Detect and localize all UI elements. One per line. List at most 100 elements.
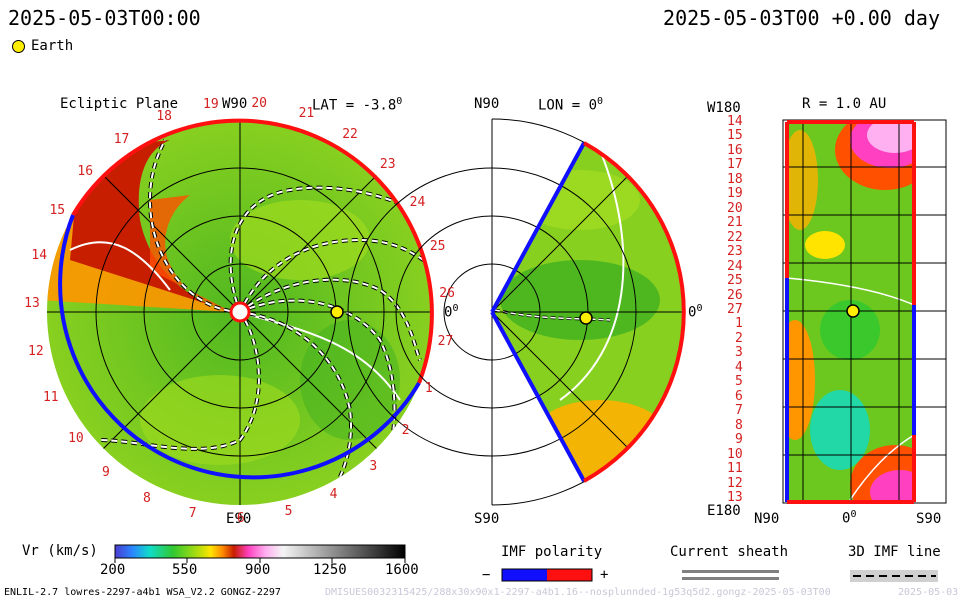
carrington-label: 27 (437, 334, 454, 350)
map-bottom-n90: N90 (754, 511, 780, 527)
velocity-colorbar (114, 544, 406, 559)
earth-label: Earth (31, 38, 74, 54)
carrington-label: 17 (113, 131, 130, 147)
carrington-label: 9 (102, 465, 110, 481)
map-bottom-left-label: E180 (707, 503, 741, 519)
carrington-label: 3 (369, 459, 378, 475)
map-row-label: 11 (727, 461, 743, 477)
map-row-label: 14 (727, 114, 743, 129)
model-info: ENLIL-2.7 lowres-2297-a4b1 WSA_V2.2 GONG… (4, 587, 281, 598)
carrington-label: 4 (329, 486, 338, 502)
map-row-label: 13 (727, 490, 743, 505)
colorbar-tick-1250: 1250 (313, 562, 347, 578)
carrington-label: 11 (42, 389, 59, 405)
ecliptic-right-label: 0 (444, 304, 453, 321)
map-title: R = 1.0 AU (802, 96, 887, 112)
map-row-label: 2 (735, 330, 743, 346)
map-row-label: 9 (735, 432, 743, 448)
carrington-label: 25 (429, 238, 446, 254)
ecliptic-plane-plot (47, 118, 434, 505)
imf-polarity-title: IMF polarity (501, 544, 603, 560)
map-bottom-zero: 0 (842, 510, 851, 527)
colorbar-tick-550: 550 (172, 562, 198, 578)
current-sheath-line-1 (682, 570, 779, 573)
colorbar-tick-200: 200 (100, 562, 126, 578)
carrington-label: 6 (236, 510, 245, 526)
carrington-label: 12 (28, 343, 44, 359)
map-bottom-s90: S90 (916, 511, 942, 527)
map-bottom-zero-unit: 0 (850, 509, 857, 520)
carrington-label: 2 (401, 423, 410, 439)
map-row-label: 3 (735, 345, 743, 361)
ecliptic-right-unit: 0 (452, 303, 459, 314)
map-row-label: 23 (727, 244, 743, 260)
imf-line-title: 3D IMF line (848, 544, 941, 560)
map-row-label: 4 (735, 359, 743, 375)
map-row-label: 17 (727, 157, 743, 173)
map-row-label: 24 (727, 258, 743, 274)
carrington-label: 26 (439, 286, 455, 302)
earth-position-meridional (579, 311, 593, 325)
map-row-label: 1 (735, 316, 743, 332)
carrington-label: 7 (188, 506, 197, 522)
map-row-label: 10 (727, 446, 743, 462)
earth-position-ecliptic (330, 305, 344, 319)
carrington-label: 22 (342, 126, 358, 142)
imf-negative-swatch (502, 569, 547, 581)
map-row-label: 26 (727, 287, 743, 303)
carrington-label: 10 (68, 431, 84, 447)
map-row-label: 18 (727, 171, 743, 187)
map-row-label: 25 (727, 273, 743, 289)
meridional-bottom-label: S90 (474, 511, 500, 527)
map-row-label: 8 (735, 417, 743, 433)
earth-marker-icon (12, 40, 25, 53)
timestamp-right: 2025-05-03T00 +0.00 day (663, 6, 940, 30)
colorbar-label: Vr (km/s) (22, 543, 98, 559)
current-sheath-title: Current sheath (670, 544, 789, 560)
carrington-label: 18 (156, 109, 172, 125)
map-row-label: 20 (727, 200, 743, 216)
carrington-label: 1 (424, 380, 433, 396)
timestamp-left: 2025-05-03T00:00 (8, 6, 201, 30)
ecliptic-lat-label: LAT = -3.8 (312, 97, 397, 114)
current-sheath-line-2 (682, 577, 779, 580)
carrington-label: 13 (24, 295, 40, 311)
carrington-label: 24 (409, 194, 426, 210)
carrington-label: 15 (49, 203, 66, 219)
map-row-label: 5 (735, 374, 743, 390)
carrington-label: 20 (251, 95, 267, 111)
carrington-label: 8 (143, 490, 151, 506)
meridional-right-unit: 0 (696, 303, 703, 314)
colorbar-tick-900: 900 (245, 562, 271, 578)
map-row-label: 19 (727, 186, 743, 202)
meridional-top-label: N90 (474, 96, 500, 112)
carrington-label: 16 (77, 163, 94, 179)
carrington-label: 14 (31, 247, 48, 263)
meridional-plane-plot (347, 118, 686, 506)
map-row-label: 22 (727, 229, 743, 245)
longitude-latitude-map (782, 119, 947, 504)
imf-positive-swatch (547, 569, 592, 581)
carrington-label: 23 (379, 156, 396, 172)
earth-position-map (846, 304, 860, 318)
ecliptic-bottom-label: E90 (226, 511, 252, 527)
map-row-label: 16 (727, 142, 743, 158)
meridional-lon-label: LON = 0 (538, 97, 598, 114)
map-row-label: 12 (727, 475, 743, 491)
ecliptic-top-label: W90 (222, 96, 248, 112)
run-info: DMISUES0032315425/288x30x90x1-2297-a4b1.… (325, 587, 831, 598)
map-top-left-label: W180 (707, 100, 741, 116)
colorbar-tick-1600: 1600 (385, 562, 419, 578)
carrington-label: 5 (284, 504, 293, 520)
ecliptic-lat-unit: 0 (396, 96, 403, 107)
ecliptic-title: Ecliptic Plane (60, 96, 179, 112)
imf-minus-label: − (482, 567, 491, 583)
meridional-lon-unit: 0 (597, 96, 604, 107)
map-row-label: 15 (727, 128, 743, 144)
map-row-label: 21 (727, 215, 743, 231)
imf-plus-label: + (600, 567, 609, 583)
map-row-label: 27 (727, 302, 743, 317)
map-row-label: 7 (735, 403, 743, 419)
meridional-right-label: 0 (688, 304, 697, 321)
